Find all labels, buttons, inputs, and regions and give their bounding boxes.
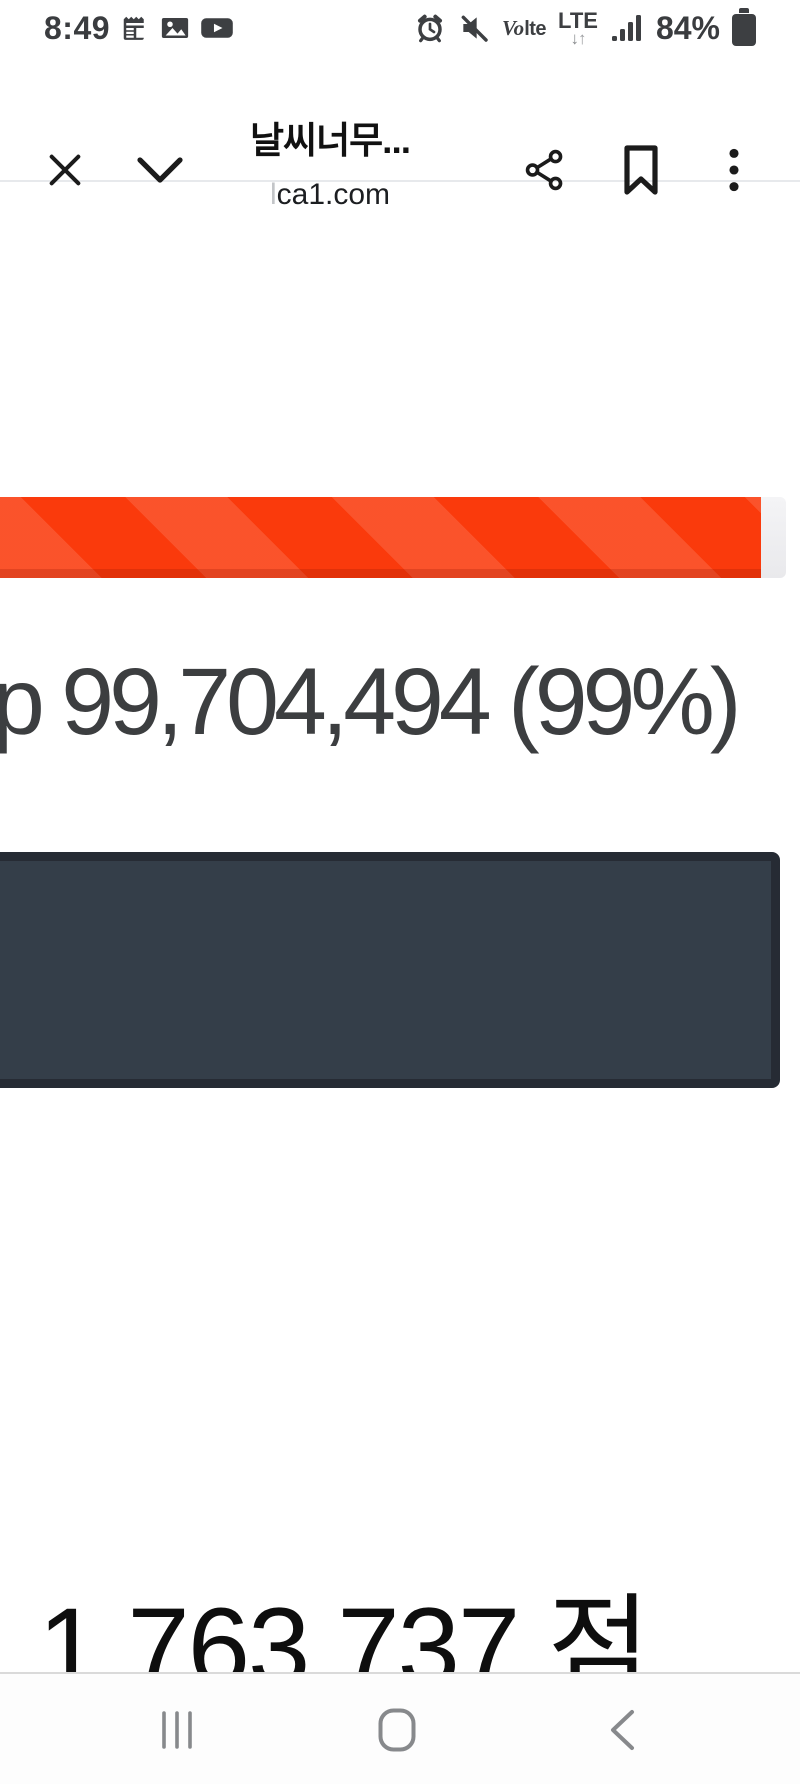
close-button[interactable] [36, 141, 94, 199]
dark-action-panel[interactable] [0, 852, 780, 1088]
experience-progress-fill [0, 497, 761, 578]
battery-percent: 84% [655, 9, 720, 46]
youtube-notification-icon [201, 18, 233, 38]
bookmark-button[interactable] [612, 139, 670, 201]
volte-icon: Vo lte [502, 15, 547, 40]
recents-icon [162, 1711, 192, 1749]
lte-network-icon: LTE ↓↑ [558, 7, 598, 48]
collapse-button[interactable] [128, 141, 192, 199]
experience-progress-track [0, 497, 786, 578]
calendar-notification-icon [123, 16, 144, 40]
clock-time: 8:49 [44, 9, 111, 46]
back-button[interactable] [562, 1674, 682, 1784]
home-button[interactable] [337, 1674, 457, 1784]
close-icon [49, 154, 81, 186]
page-title-block[interactable]: 날씨너무... lca1.com [200, 110, 460, 212]
share-button[interactable] [514, 141, 576, 199]
more-vertical-icon [729, 148, 739, 192]
android-nav-bar [0, 1672, 800, 1784]
signal-strength-icon [611, 15, 641, 41]
browser-toolbar: 날씨너무... lca1.com [0, 56, 800, 211]
chevron-down-icon [137, 157, 183, 183]
battery-icon [732, 8, 756, 48]
back-icon [611, 1710, 634, 1750]
share-icon [525, 149, 563, 191]
home-icon [378, 1708, 416, 1752]
bookmark-icon [624, 145, 658, 195]
status-bar: 8:49 [0, 0, 800, 56]
experience-points-label: p 99,704,494 (99%) [0, 649, 742, 755]
alarm-icon [418, 14, 442, 43]
gallery-notification-icon [161, 18, 189, 38]
overflow-menu-button[interactable] [708, 141, 760, 199]
page-url: lca1.com [269, 178, 391, 211]
recents-button[interactable] [117, 1674, 237, 1784]
mute-icon [461, 15, 488, 42]
page-title: 날씨너무... [250, 120, 411, 161]
